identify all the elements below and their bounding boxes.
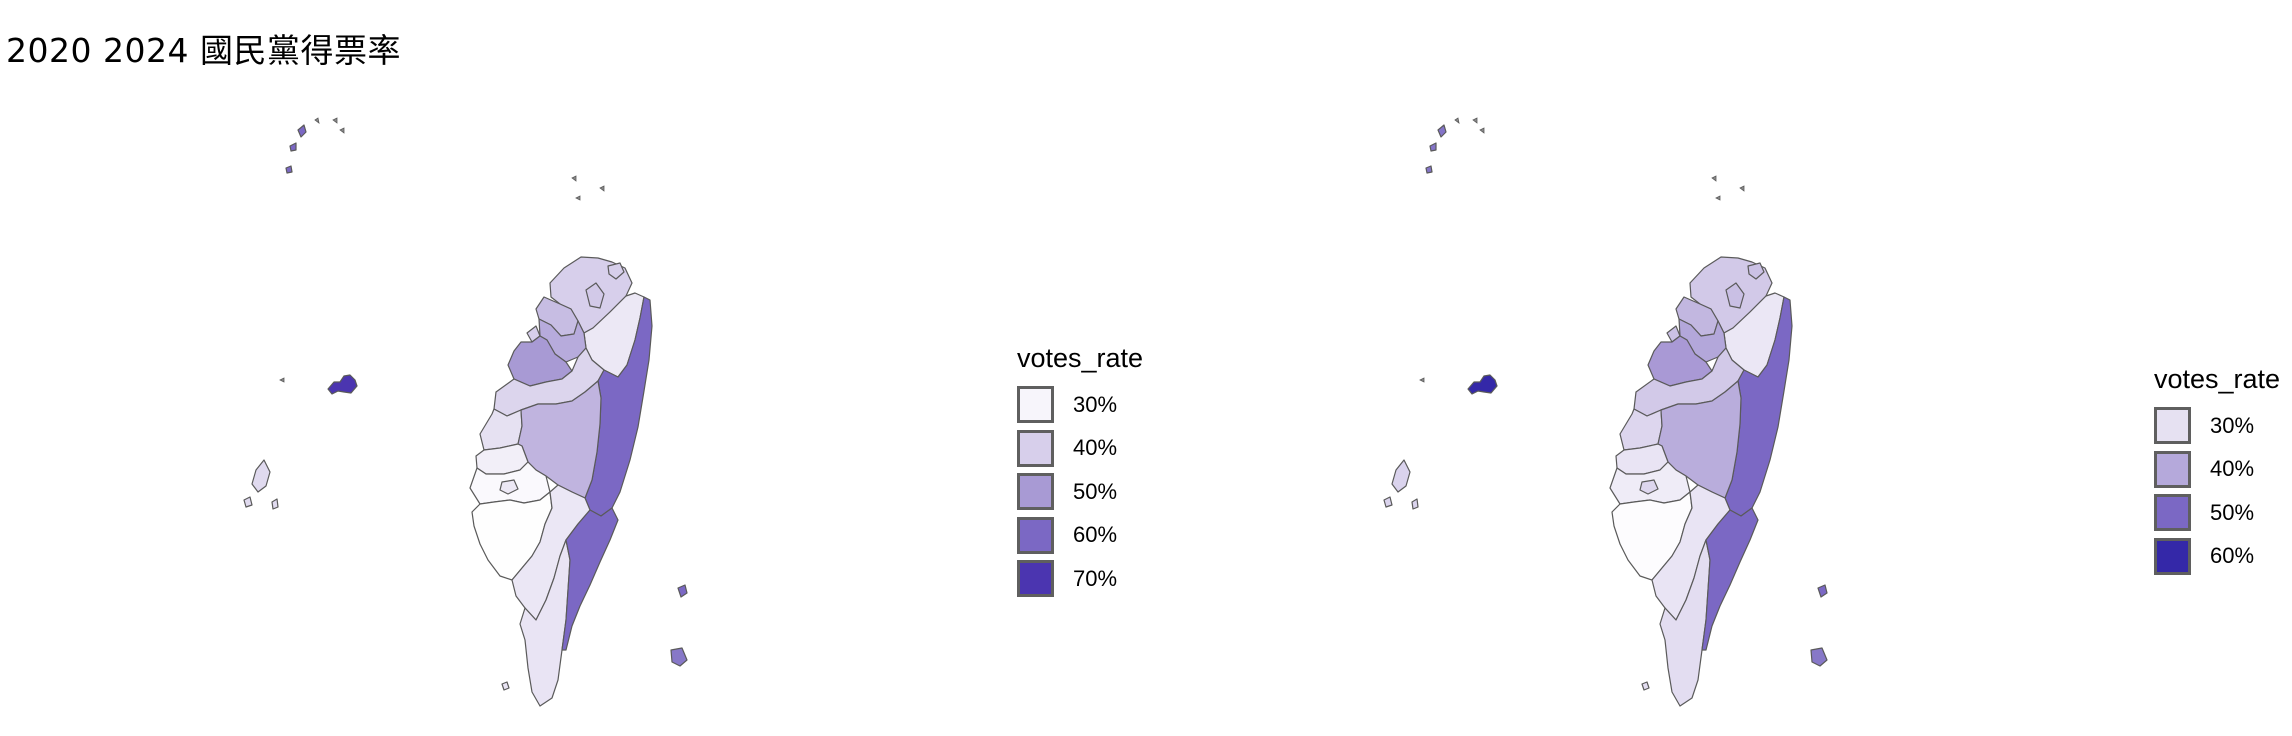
legend-title: votes_rate — [2154, 364, 2281, 394]
legend-label: 30% — [1073, 391, 1118, 417]
islet — [575, 195, 581, 201]
region-liuqiu — [501, 681, 510, 691]
legend-2020: votes_rate 30% 40% 50% 60% 70% — [1017, 343, 1143, 601]
islet — [1454, 117, 1460, 124]
region-lienchiang — [1425, 124, 1447, 174]
islet — [1419, 377, 1425, 383]
region-chiayi-city — [1639, 479, 1659, 495]
legend-swatch — [1017, 429, 1054, 467]
islet — [1715, 195, 1721, 201]
region-changhua — [1619, 408, 1663, 451]
region-kinmen — [1467, 374, 1498, 395]
legend-item: 60% — [2154, 535, 2280, 579]
legend-label: 30% — [2210, 412, 2255, 438]
legend-label: 50% — [2210, 499, 2255, 525]
map-2020 — [243, 117, 688, 707]
region-taipei-city — [1725, 282, 1745, 309]
legend-item: 60% — [1017, 514, 1143, 558]
legend-swatch — [2154, 537, 2191, 575]
legend-swatch — [1017, 516, 1054, 554]
islet — [599, 185, 605, 192]
region-penghu — [243, 459, 279, 510]
legend-item: 40% — [1017, 427, 1143, 471]
page-title: 2020 2024 國民黨得票率 — [6, 31, 401, 70]
legend-title: votes_rate — [1017, 343, 1144, 373]
region-taitung — [561, 507, 619, 651]
legend-swatch — [2154, 407, 2191, 445]
legend-swatch — [1017, 473, 1054, 511]
islet — [1711, 175, 1717, 182]
legend-item: 30% — [1017, 383, 1143, 427]
islet — [571, 175, 577, 182]
legend-label: 40% — [1073, 435, 1118, 461]
legend-item: 50% — [1017, 470, 1143, 514]
legend-swatch — [2154, 494, 2191, 532]
legend-item: 30% — [2154, 404, 2280, 448]
region-lienchiang — [285, 124, 307, 174]
legend-label: 60% — [2210, 543, 2255, 569]
region-changhua — [479, 408, 523, 451]
region-orchid-island — [1810, 647, 1828, 667]
islet — [1479, 127, 1485, 134]
legend-label: 70% — [1073, 565, 1118, 591]
region-green-island — [1817, 584, 1828, 598]
legend-swatch — [2154, 450, 2191, 488]
region-orchid-island — [670, 647, 688, 667]
region-kinmen — [327, 374, 358, 395]
islet — [1739, 185, 1745, 192]
legend-label: 60% — [1073, 522, 1118, 548]
legend-item: 50% — [2154, 491, 2280, 535]
region-taitung — [1701, 507, 1759, 651]
legend-item: 40% — [2154, 448, 2280, 492]
region-keelung — [1747, 262, 1765, 280]
islet — [339, 127, 345, 134]
region-keelung — [607, 262, 625, 280]
legend-label: 50% — [1073, 478, 1118, 504]
legend-swatch — [1017, 386, 1054, 424]
islet — [1472, 117, 1478, 124]
map-2024 — [1383, 117, 1828, 707]
legend-item: 70% — [1017, 557, 1143, 601]
islet — [332, 117, 338, 124]
region-liuqiu — [1641, 681, 1650, 691]
legend-swatch — [1017, 560, 1054, 598]
region-green-island — [677, 584, 688, 598]
islet — [279, 377, 285, 383]
region-chiayi-city — [499, 479, 519, 495]
legend-label: 40% — [2210, 456, 2255, 482]
islet — [314, 117, 320, 124]
legend-2024: votes_rate 30% 40% 50% 60% — [2154, 364, 2280, 578]
region-taipei-city — [585, 282, 605, 309]
region-penghu — [1383, 459, 1419, 510]
